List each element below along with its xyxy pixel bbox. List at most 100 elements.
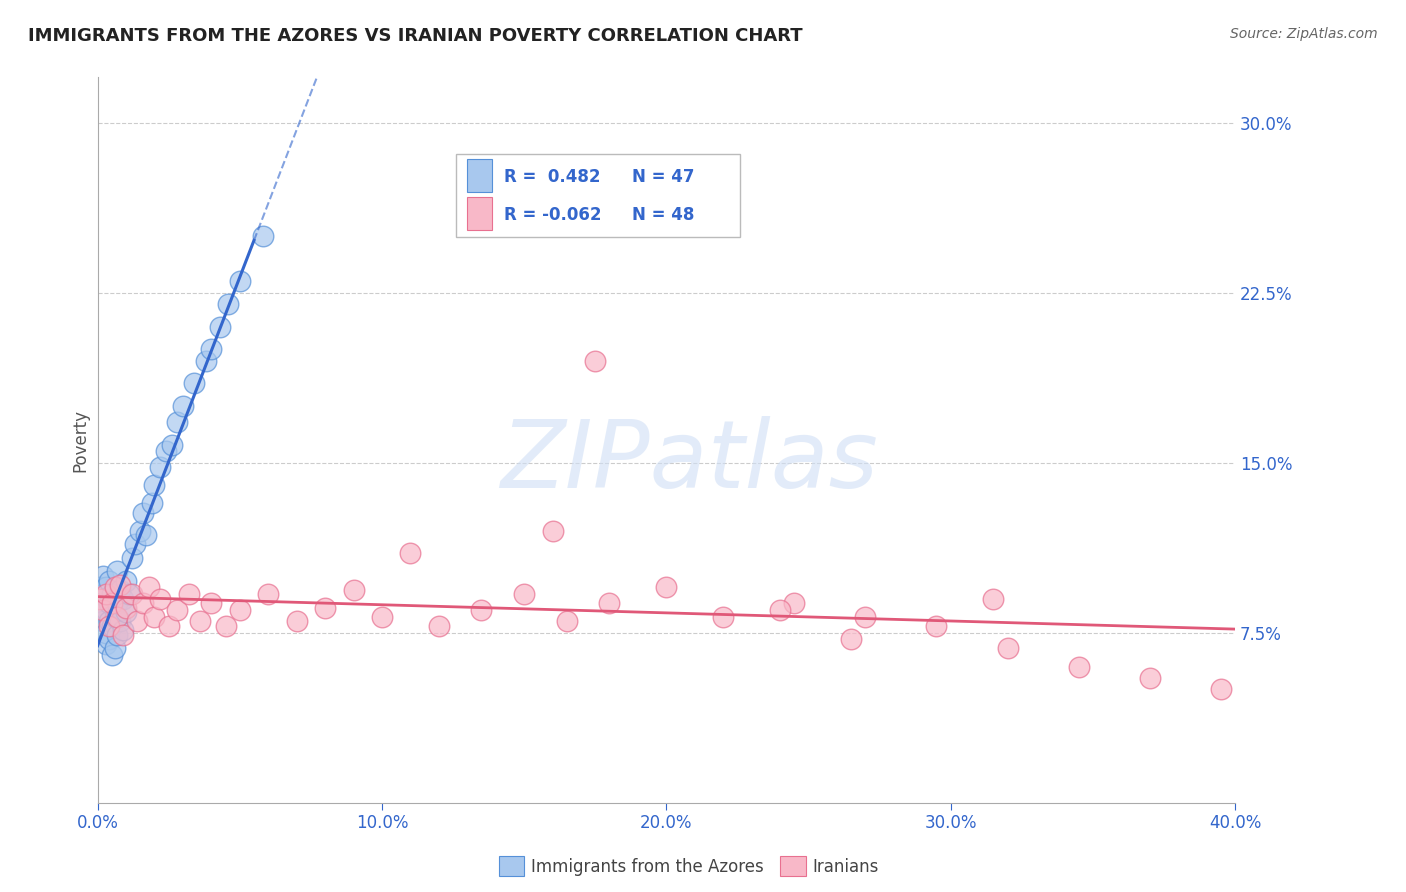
- Point: [598, 596, 620, 610]
- Point: [399, 546, 422, 560]
- Point: [149, 460, 172, 475]
- Y-axis label: Poverty: Poverty: [72, 409, 89, 472]
- Point: [143, 478, 166, 492]
- Point: [541, 524, 564, 538]
- Point: [89, 591, 111, 606]
- Bar: [467, 197, 492, 230]
- Point: [89, 603, 111, 617]
- Text: R = -0.062: R = -0.062: [503, 206, 602, 224]
- Point: [97, 615, 120, 629]
- Point: [138, 580, 160, 594]
- Point: [166, 603, 188, 617]
- Point: [110, 582, 132, 597]
- Point: [91, 569, 114, 583]
- Point: [1209, 682, 1232, 697]
- Text: R =  0.482: R = 0.482: [503, 168, 600, 186]
- Point: [107, 609, 129, 624]
- Point: [427, 619, 450, 633]
- Point: [177, 587, 200, 601]
- Point: [314, 600, 336, 615]
- Bar: [467, 160, 492, 192]
- Point: [194, 353, 217, 368]
- Point: [107, 628, 129, 642]
- Point: [655, 580, 678, 594]
- Point: [783, 596, 806, 610]
- Point: [470, 603, 492, 617]
- Text: IMMIGRANTS FROM THE AZORES VS IRANIAN POVERTY CORRELATION CHART: IMMIGRANTS FROM THE AZORES VS IRANIAN PO…: [28, 27, 803, 45]
- Text: Source: ZipAtlas.com: Source: ZipAtlas.com: [1230, 27, 1378, 41]
- Point: [104, 641, 127, 656]
- Point: [229, 274, 252, 288]
- Point: [172, 399, 194, 413]
- Point: [97, 632, 120, 647]
- Point: [583, 353, 606, 368]
- Point: [1067, 659, 1090, 673]
- Point: [166, 415, 188, 429]
- Point: [112, 591, 135, 606]
- Point: [94, 603, 117, 617]
- Point: [129, 524, 152, 538]
- Point: [183, 376, 205, 391]
- Point: [101, 648, 124, 663]
- Point: [91, 591, 114, 606]
- Point: [141, 496, 163, 510]
- Point: [110, 615, 132, 629]
- Point: [94, 625, 117, 640]
- Point: [342, 582, 364, 597]
- Point: [124, 537, 146, 551]
- Point: [115, 574, 138, 588]
- Point: [257, 587, 280, 601]
- Point: [1139, 671, 1161, 685]
- Point: [107, 565, 129, 579]
- Point: [112, 628, 135, 642]
- Point: [89, 580, 111, 594]
- Point: [132, 596, 155, 610]
- Point: [229, 603, 252, 617]
- Point: [143, 609, 166, 624]
- Point: [925, 619, 948, 633]
- Point: [121, 550, 143, 565]
- Point: [997, 641, 1019, 656]
- Point: [97, 574, 120, 588]
- Point: [188, 615, 211, 629]
- Point: [112, 624, 135, 638]
- Point: [118, 587, 141, 601]
- Point: [285, 615, 308, 629]
- Point: [104, 609, 127, 624]
- Point: [155, 444, 177, 458]
- Point: [115, 605, 138, 619]
- Point: [115, 600, 138, 615]
- Point: [107, 596, 129, 610]
- Text: N = 48: N = 48: [633, 206, 695, 224]
- Point: [252, 229, 274, 244]
- Point: [208, 319, 231, 334]
- Point: [160, 437, 183, 451]
- Point: [101, 619, 124, 633]
- Point: [127, 615, 149, 629]
- Point: [711, 609, 734, 624]
- Point: [214, 619, 236, 633]
- Point: [91, 603, 114, 617]
- Point: [110, 578, 132, 592]
- Point: [121, 587, 143, 601]
- Point: [135, 528, 157, 542]
- Point: [101, 596, 124, 610]
- Text: N = 47: N = 47: [633, 168, 695, 186]
- Point: [94, 587, 117, 601]
- Point: [200, 343, 222, 357]
- Point: [513, 587, 536, 601]
- Point: [555, 615, 578, 629]
- Point: [91, 615, 114, 629]
- Point: [769, 603, 792, 617]
- FancyBboxPatch shape: [456, 153, 741, 237]
- Text: Iranians: Iranians: [813, 858, 879, 876]
- Point: [94, 637, 117, 651]
- Point: [104, 580, 127, 594]
- Point: [839, 632, 862, 647]
- Point: [149, 591, 172, 606]
- Point: [371, 609, 394, 624]
- Point: [200, 596, 222, 610]
- Point: [97, 596, 120, 610]
- Point: [855, 609, 877, 624]
- Point: [157, 619, 180, 633]
